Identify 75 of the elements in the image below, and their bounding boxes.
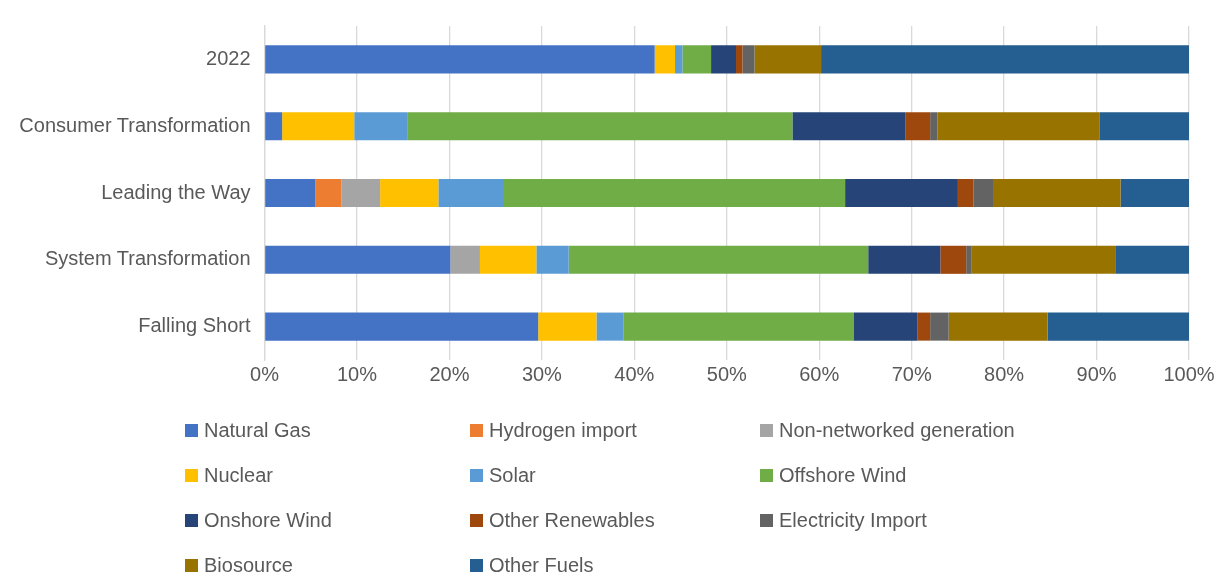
bar — [265, 45, 655, 74]
bar — [675, 45, 683, 74]
bar — [682, 45, 712, 74]
legend-label: Natural Gas — [204, 419, 311, 442]
bar — [623, 312, 854, 341]
bar — [479, 245, 537, 274]
legend-label: Other Fuels — [489, 554, 594, 577]
bar — [937, 112, 1100, 141]
bar — [407, 112, 793, 141]
bar — [438, 178, 504, 208]
x-tick-label: 20% — [429, 362, 470, 385]
legend-label: Other Renewables — [489, 509, 655, 532]
bar — [905, 112, 931, 141]
bar — [354, 112, 408, 141]
bar — [957, 178, 974, 208]
bar — [742, 45, 755, 74]
bar — [536, 245, 569, 274]
bar — [736, 45, 743, 74]
y-tick-label: Leading the Way — [101, 180, 251, 203]
y-tick-label: Consumer Transformation — [19, 113, 251, 136]
x-tick-label: 70% — [891, 362, 932, 385]
x-tick-label: 40% — [614, 362, 655, 385]
x-tick-label: 80% — [984, 362, 1025, 385]
bar — [930, 112, 938, 141]
bar — [711, 45, 737, 74]
x-tick-label: 30% — [521, 362, 563, 385]
bar — [265, 112, 283, 141]
legend-label: Offshore Wind — [779, 464, 907, 487]
bar — [315, 178, 342, 208]
legend-label: Solar — [489, 464, 536, 487]
bar — [1115, 245, 1189, 274]
x-tick-label: 90% — [1076, 362, 1117, 385]
legend-label: Biosource — [204, 554, 293, 577]
bar — [754, 45, 822, 74]
bar — [568, 245, 869, 274]
bar — [1120, 178, 1189, 208]
legend-label: Nuclear — [204, 464, 273, 487]
bar — [450, 245, 480, 274]
bar — [993, 178, 1121, 208]
bar — [380, 178, 439, 208]
y-tick-label: 2022 — [206, 46, 251, 69]
x-tick-label: 10% — [336, 362, 378, 385]
legend-label: Non-networked generation — [779, 419, 1015, 442]
bar — [845, 178, 958, 208]
x-tick-label: 100% — [1163, 362, 1215, 385]
bar — [973, 178, 994, 208]
bar — [948, 312, 1048, 341]
bar — [503, 178, 846, 208]
legend-label: Electricity Import — [779, 509, 927, 532]
bar — [930, 312, 949, 341]
bar — [917, 312, 931, 341]
bar — [265, 178, 316, 208]
bar — [596, 312, 624, 341]
bar — [1099, 112, 1189, 141]
bar — [868, 245, 941, 274]
legend-label: Onshore Wind — [204, 509, 332, 532]
bar — [265, 312, 539, 341]
bar — [341, 178, 381, 208]
bar — [821, 45, 1189, 74]
bar — [971, 245, 1116, 274]
y-tick-label: Falling Short — [138, 314, 251, 337]
bar — [654, 45, 676, 74]
x-tick-label: 60% — [799, 362, 840, 385]
legend-label: Hydrogen import — [489, 419, 637, 442]
bar — [966, 245, 972, 274]
bar — [853, 312, 918, 341]
x-tick-label: 50% — [706, 362, 748, 385]
x-tick-label: 0% — [250, 362, 280, 385]
bar — [265, 245, 451, 274]
bar — [792, 112, 906, 141]
bar — [538, 312, 597, 341]
bar — [940, 245, 967, 274]
y-tick-label: System Transformation — [44, 247, 251, 270]
bar — [1047, 312, 1189, 341]
bar — [282, 112, 355, 141]
